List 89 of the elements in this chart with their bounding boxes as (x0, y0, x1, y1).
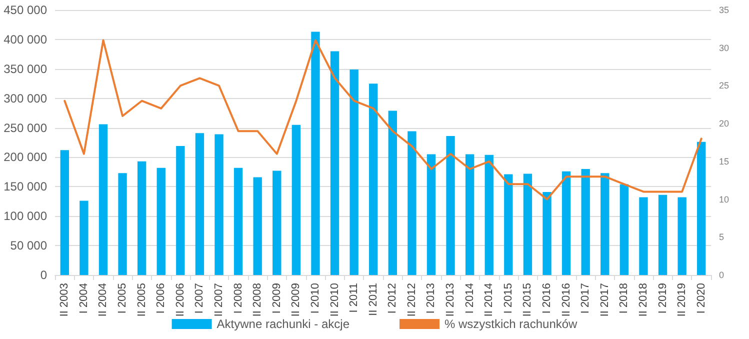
x-tick-label: I 2005 (116, 283, 129, 314)
x-tick-label: II 2004 (97, 283, 110, 317)
bar (484, 154, 494, 275)
bar (658, 194, 668, 275)
y2-tick-label: 15 (719, 156, 730, 166)
x-tick-label: I 2017 (580, 283, 592, 314)
bar (350, 69, 358, 275)
x-tick-label: I 2012 (386, 283, 399, 314)
bar (60, 150, 69, 275)
x-tick-label: II 2009 (290, 283, 302, 317)
bar (697, 142, 706, 275)
y-tick-label: 0 (40, 268, 48, 282)
y2-tick-label: 30 (719, 42, 730, 53)
x-tick-label: II 2006 (174, 283, 186, 317)
bar (369, 84, 378, 275)
bar (156, 168, 166, 275)
x-tick-label: II 2018 (637, 283, 650, 317)
x-tick-label: I 2015 (502, 283, 514, 314)
y-tick-label: 50 000 (10, 238, 48, 253)
x-tick-label: II 2012 (406, 283, 418, 317)
x-tick-label: I 2008 (232, 283, 244, 314)
x-tick-label: II 2008 (252, 283, 264, 317)
line-series (64, 39, 702, 200)
y-tick-label: 350 000 (4, 62, 48, 76)
x-tick-label: II 2016 (560, 283, 572, 317)
x-tick-label: I 2010 (309, 283, 322, 314)
bar (426, 154, 436, 275)
y2-tick-label: 20 (719, 118, 730, 129)
x-tick-label: I 2011 (348, 283, 360, 313)
bar (214, 134, 224, 275)
bar (639, 197, 648, 275)
y-tick-label: 100 000 (4, 209, 48, 224)
x-tick-label: I 2018 (618, 283, 630, 314)
bar (234, 168, 243, 275)
bar (678, 197, 686, 275)
legend-label: Aktywne rachunki - akcje (216, 317, 350, 331)
x-tick-label: II 2013 (444, 283, 457, 317)
y2-tick-label: 25 (719, 80, 730, 91)
bar (80, 200, 88, 275)
x-tick-label: II 2014 (483, 283, 496, 317)
y-tick-label: 450 000 (4, 3, 48, 17)
x-tick-label: II 2003 (58, 283, 71, 317)
y2-tick-label: 5 (719, 232, 724, 242)
y-tick-label: 200 000 (4, 150, 48, 164)
x-tick-label: I 2004 (78, 283, 90, 314)
bar (465, 154, 474, 275)
bar (562, 171, 571, 275)
bar (620, 184, 629, 275)
x-tick-label: I 2006 (155, 283, 168, 314)
x-tick-label: I 2019 (656, 283, 669, 314)
x-tick-label: II 2019 (676, 283, 688, 317)
bar (118, 173, 127, 275)
bar (176, 146, 185, 275)
bar (408, 131, 416, 275)
bar (292, 124, 301, 275)
bar (446, 136, 455, 275)
x-tick-label: I 2020 (695, 283, 708, 314)
x-tick-label: II 2007 (213, 283, 225, 317)
bar (330, 51, 340, 275)
y2-tick-label: 35 (719, 5, 730, 15)
y2-tick-label: 10 (719, 194, 730, 204)
bar (98, 124, 108, 275)
x-tick-label: I 2009 (270, 283, 283, 314)
x-tick-label: II 2015 (522, 283, 534, 317)
bar (311, 32, 320, 275)
bar (272, 170, 282, 275)
bar (504, 174, 513, 275)
x-tick-label: II 2017 (598, 283, 611, 317)
x-tick-label: II 2005 (136, 283, 148, 317)
bar (600, 173, 610, 275)
x-tick-label: I 2014 (464, 283, 476, 314)
bar (137, 161, 146, 275)
y-tick-label: 150 000 (4, 180, 48, 194)
bar (195, 133, 204, 275)
x-tick-label: II 2010 (328, 283, 341, 317)
bar (581, 169, 590, 275)
y-tick-label: 300 000 (4, 91, 48, 106)
bar (388, 110, 397, 275)
bar (523, 174, 532, 275)
x-tick-label: I 2016 (541, 283, 553, 314)
x-tick-label: I 2013 (425, 283, 438, 314)
bar (253, 177, 262, 275)
y-tick-label: 400 000 (4, 32, 48, 46)
y2-tick-label: 0 (719, 270, 724, 280)
x-tick-label: I 2007 (194, 283, 206, 314)
x-tick-label: II 2011 (367, 283, 380, 316)
bar (542, 192, 552, 275)
y-tick-label: 250 000 (4, 120, 48, 135)
legend-label: % wszystkich rachunków (444, 317, 578, 331)
